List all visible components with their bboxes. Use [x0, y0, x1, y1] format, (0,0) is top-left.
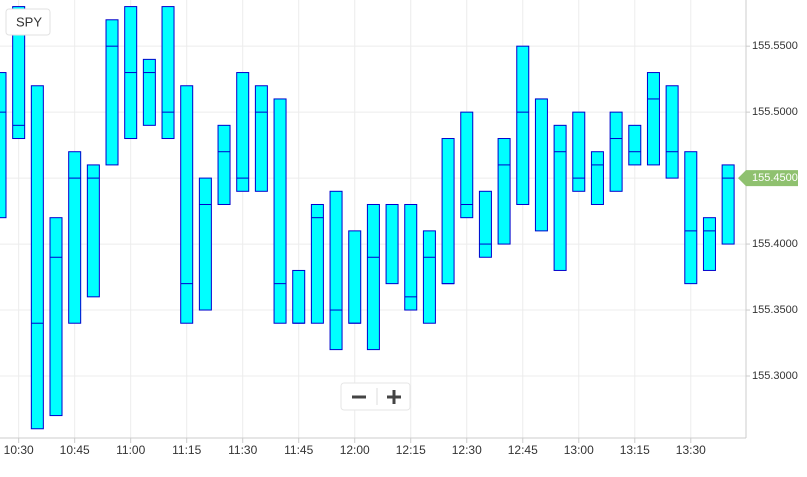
range-bar: [0, 72, 7, 219]
zoom-controls: [340, 382, 411, 411]
legend: SPY: [5, 8, 51, 36]
range-bar: [665, 85, 679, 179]
range-bar: [292, 269, 306, 324]
range-bar: [273, 98, 287, 324]
x-tick-label: 13:15: [620, 443, 650, 457]
range-bar: [329, 190, 343, 351]
x-tick-label: 11:00: [116, 443, 145, 457]
range-bar: [49, 217, 63, 417]
legend-label: SPY: [16, 14, 42, 29]
x-tick-label: 12:00: [340, 443, 370, 457]
range-bar: [12, 6, 26, 140]
range-bar: [68, 151, 82, 324]
range-bar: [609, 111, 623, 192]
x-tick-label: 13:00: [564, 443, 594, 457]
x-tick-label: 12:45: [508, 443, 538, 457]
range-bar: [684, 151, 698, 285]
range-bar: [628, 124, 642, 166]
range-bar: [30, 85, 44, 430]
zoom-in[interactable]: [387, 390, 401, 404]
range-bar: [516, 45, 530, 205]
y-tick-label: 155.3500: [752, 304, 798, 316]
legend-box: [5, 8, 51, 36]
range-bar: [142, 58, 156, 126]
last-price-label: 155.4500: [752, 172, 798, 184]
x-tick-label: 10:45: [60, 443, 90, 457]
x-tick-label: 12:30: [452, 443, 482, 457]
bars: [0, 6, 735, 430]
range-bar: [534, 98, 548, 232]
x-tick-label: 11:30: [228, 443, 257, 457]
range-bar: [553, 124, 567, 271]
range-bar: [572, 111, 586, 192]
range-bar: [721, 164, 735, 245]
x-tick-label: 12:15: [396, 443, 426, 457]
x-tick-label: 11:15: [172, 443, 201, 457]
last-price-tag: [738, 170, 798, 187]
range-bar: [460, 111, 474, 219]
range-bar: [310, 203, 324, 324]
x-tick-label: 10:30: [4, 443, 34, 457]
range-bar: [180, 85, 194, 324]
range-bar: [254, 85, 268, 192]
y-tick-label: 155.5000: [752, 106, 798, 118]
range-bar: [348, 230, 362, 324]
range-bar: [198, 177, 212, 311]
range-bar: [478, 190, 492, 258]
range-bar: [217, 124, 231, 205]
range-bar: [105, 19, 119, 166]
range-bar: [236, 72, 250, 192]
y-tick-label: 155.5500: [752, 40, 798, 52]
range-bar: [385, 203, 399, 285]
range-bar: [590, 151, 604, 205]
y-tick-label: 155.4000: [752, 238, 798, 250]
x-tick-label: 11:45: [284, 443, 313, 457]
range-bar: [86, 164, 100, 298]
range-bar: [366, 203, 380, 351]
y-tick-label: 155.3000: [752, 370, 798, 382]
range-bar: [422, 230, 436, 324]
range-bar: [161, 6, 175, 140]
range-bar: [497, 138, 511, 245]
axes: 155.3000 155.3500 155.4000 155.4500 155.5000…: [4, 40, 798, 457]
range-bar: [702, 217, 716, 271]
range-bar: [404, 203, 418, 311]
range-bar: [441, 138, 455, 285]
x-tick-label: 13:30: [676, 443, 706, 457]
range-bar: [646, 72, 660, 166]
